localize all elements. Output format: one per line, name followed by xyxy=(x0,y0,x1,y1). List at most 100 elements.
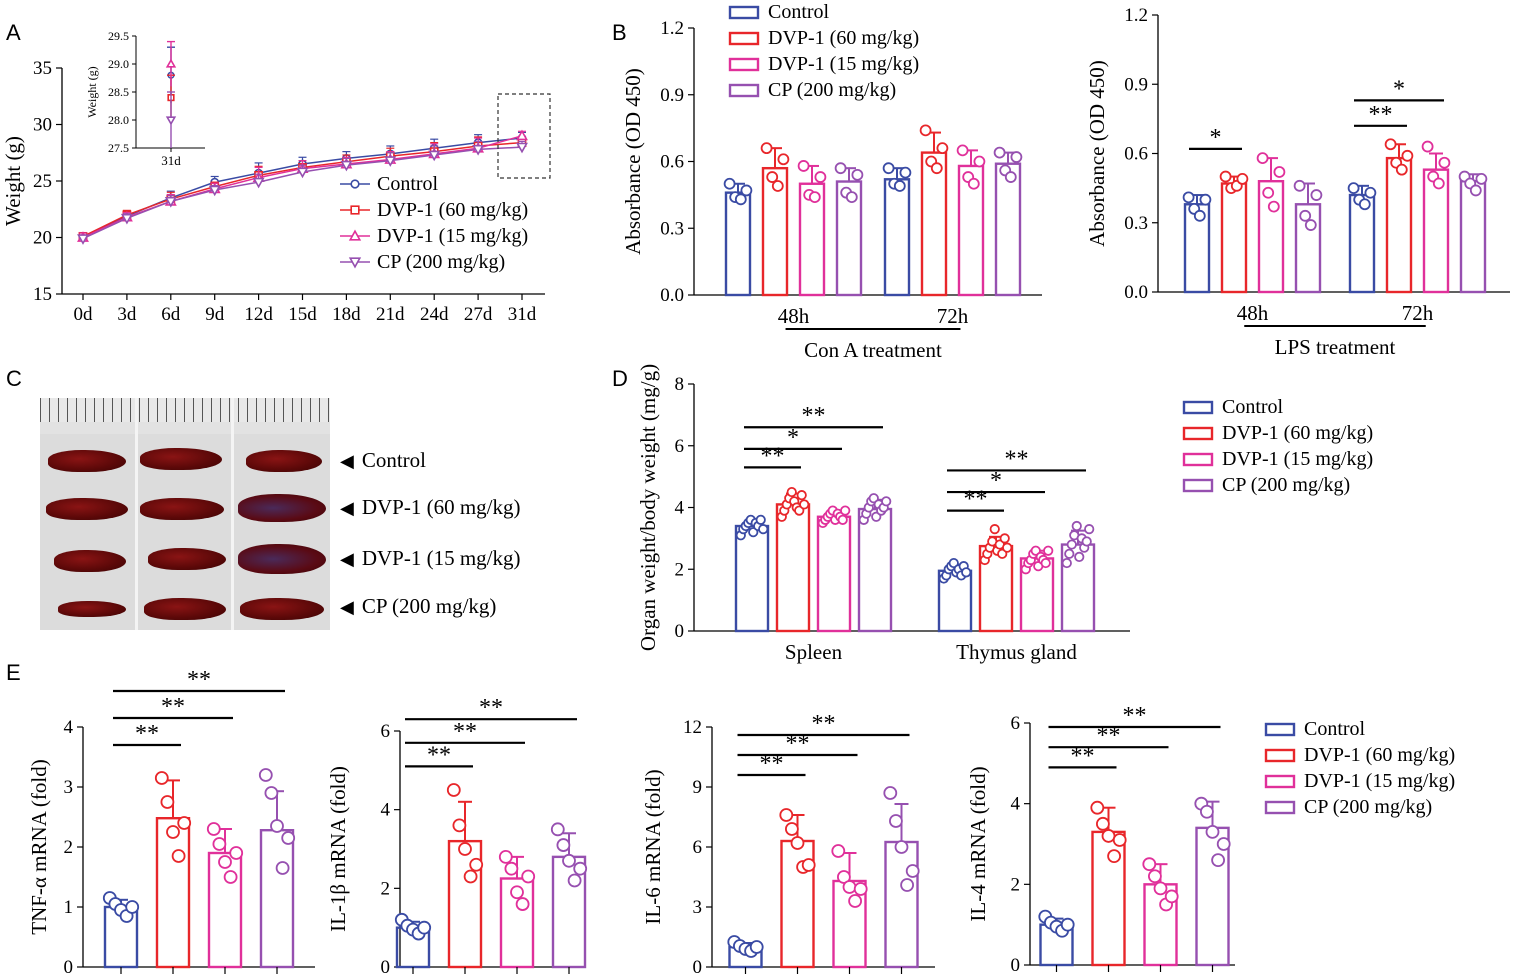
data-point xyxy=(1074,551,1085,563)
inset-y-tick-label: 29.5 xyxy=(108,29,129,43)
data-point xyxy=(956,144,969,157)
arrow-left-icon: ◀ xyxy=(340,549,354,569)
data-point xyxy=(740,184,753,197)
data-point xyxy=(281,831,296,845)
bar-dvp-1-60-mg-kg xyxy=(1220,182,1248,294)
data-point xyxy=(1153,881,1168,896)
x-tick-label: 48h xyxy=(778,304,810,328)
data-point xyxy=(229,846,244,860)
data-point xyxy=(1358,198,1371,211)
y-tick-label: 35 xyxy=(33,58,52,79)
data-point xyxy=(734,193,747,206)
bar-cp-200-mg-kg xyxy=(884,840,919,969)
inset-y-tick-label: 29.0 xyxy=(108,57,129,71)
y-tick-label: 2 xyxy=(381,878,391,899)
data-point xyxy=(1199,193,1212,206)
data-point xyxy=(504,861,519,876)
bar-dvp-1-60-mg-kg xyxy=(1091,830,1126,967)
spleen-dvp60-2 xyxy=(140,498,224,520)
panel-b-legend: Control DVP-1 (60 mg/kg) DVP-1 (15 mg/kg) C… xyxy=(728,1,919,101)
data-point xyxy=(1101,829,1116,843)
data-point xyxy=(1060,917,1075,932)
data-point xyxy=(790,836,805,850)
y-tick-label: 9 xyxy=(693,777,703,798)
significance-label: ** xyxy=(761,443,785,469)
data-point xyxy=(1401,149,1414,162)
data-point xyxy=(1273,166,1286,178)
data-point xyxy=(1040,557,1051,569)
data-point xyxy=(567,873,582,888)
y-axis-title: TNF-α mRNA (fold) xyxy=(27,759,51,935)
y-tick-label: 1.2 xyxy=(660,18,684,39)
y-tick-label: 0.9 xyxy=(1124,74,1148,95)
data-point xyxy=(218,855,232,869)
data-point xyxy=(223,870,238,884)
marker-square xyxy=(350,205,360,215)
y-tick-label: 0.3 xyxy=(1124,213,1148,234)
spleen-control-2 xyxy=(140,448,222,470)
data-point xyxy=(212,837,227,851)
x-tick-label: 31d xyxy=(508,304,537,325)
photo-label-cp: ◀ CP (200 mg/kg) xyxy=(340,594,496,619)
data-point xyxy=(967,177,980,190)
data-point xyxy=(797,160,810,172)
legend-label-dvp-1-60-mg-kg: DVP-1 (60 mg/kg) xyxy=(1304,744,1455,766)
legend-label-control: Control xyxy=(1222,396,1284,418)
data-point xyxy=(936,142,949,155)
legend-label-cp-200-mg-kg: CP (200 mg/kg) xyxy=(377,251,505,273)
data-point xyxy=(275,861,290,875)
series-line-control xyxy=(82,137,523,239)
photo-separator xyxy=(231,398,234,630)
inset-y-tick-label: 28.5 xyxy=(108,85,129,99)
bar-cp-200-mg-kg xyxy=(994,162,1022,297)
panel-d-organ-chart: 0 2 4 6 8 Organ weight/body weight (mg/g) Sple… xyxy=(636,364,1130,664)
panel-d-legend: Control DVP-1 (60 mg/kg) DVP-1 (15 mg/kg) C… xyxy=(1182,396,1373,496)
y-tick-label: 20 xyxy=(33,228,52,249)
data-point xyxy=(1432,177,1445,190)
data-point xyxy=(446,783,461,797)
arrow-left-icon: ◀ xyxy=(340,498,354,518)
marker-triangle xyxy=(516,129,528,141)
data-point xyxy=(1216,837,1231,851)
legend-label-control: Control xyxy=(1304,718,1366,740)
data-point xyxy=(1004,171,1017,183)
data-point xyxy=(894,840,909,854)
y-tick-label: 4 xyxy=(64,717,74,738)
series-line-dvp-1-60-mg-kg xyxy=(82,141,523,238)
inset-y-tick-label: 27.5 xyxy=(108,141,129,155)
photo-label-text: DVP-1 (60 mg/kg) xyxy=(361,495,521,519)
inset-chart: 27.5 28.0 28.5 29.0 29.5 31d Weight (g) xyxy=(85,29,205,168)
data-point xyxy=(1267,200,1280,213)
x-tick-label: Thymus gland xyxy=(956,640,1077,664)
significance-label: ** xyxy=(1369,102,1393,128)
data-point xyxy=(771,180,784,192)
x-tick-label: 12d xyxy=(244,304,273,325)
zoom-box xyxy=(497,93,551,179)
bar-dvp-1-15-mg-kg xyxy=(207,851,243,969)
data-point xyxy=(1002,542,1013,553)
data-point xyxy=(893,180,906,192)
data-point xyxy=(831,844,846,858)
data-point xyxy=(900,878,914,892)
marker-triangle xyxy=(348,229,362,241)
y-tick-label: 8 xyxy=(675,374,685,395)
legend-label-dvp-1-15-mg-kg: DVP-1 (15 mg/kg) xyxy=(377,225,528,247)
data-point xyxy=(1219,170,1232,183)
marker-triangle-down xyxy=(252,177,265,189)
spleen-cp-3 xyxy=(240,598,324,620)
y-tick-label: 0.6 xyxy=(1124,144,1148,165)
data-point xyxy=(469,857,484,872)
significance-label: ** xyxy=(1123,703,1147,729)
x-tick-label: 15d xyxy=(288,304,317,325)
y-tick-label: 1 xyxy=(64,897,74,918)
spleen-photo xyxy=(40,398,330,630)
y-axis-title: IL-6 mRNA (fold) xyxy=(641,769,665,924)
data-point xyxy=(1112,833,1127,847)
data-point xyxy=(777,153,790,166)
panel-label-a: A xyxy=(6,20,21,45)
data-point xyxy=(177,816,192,830)
significance-label: ** xyxy=(1005,446,1029,472)
legend-label-dvp-1-60-mg-kg: DVP-1 (60 mg/kg) xyxy=(768,27,919,49)
legend-swatch-dvp-1-15-mg-kg xyxy=(728,57,760,72)
bar-dvp-1-60-mg-kg xyxy=(775,503,811,633)
